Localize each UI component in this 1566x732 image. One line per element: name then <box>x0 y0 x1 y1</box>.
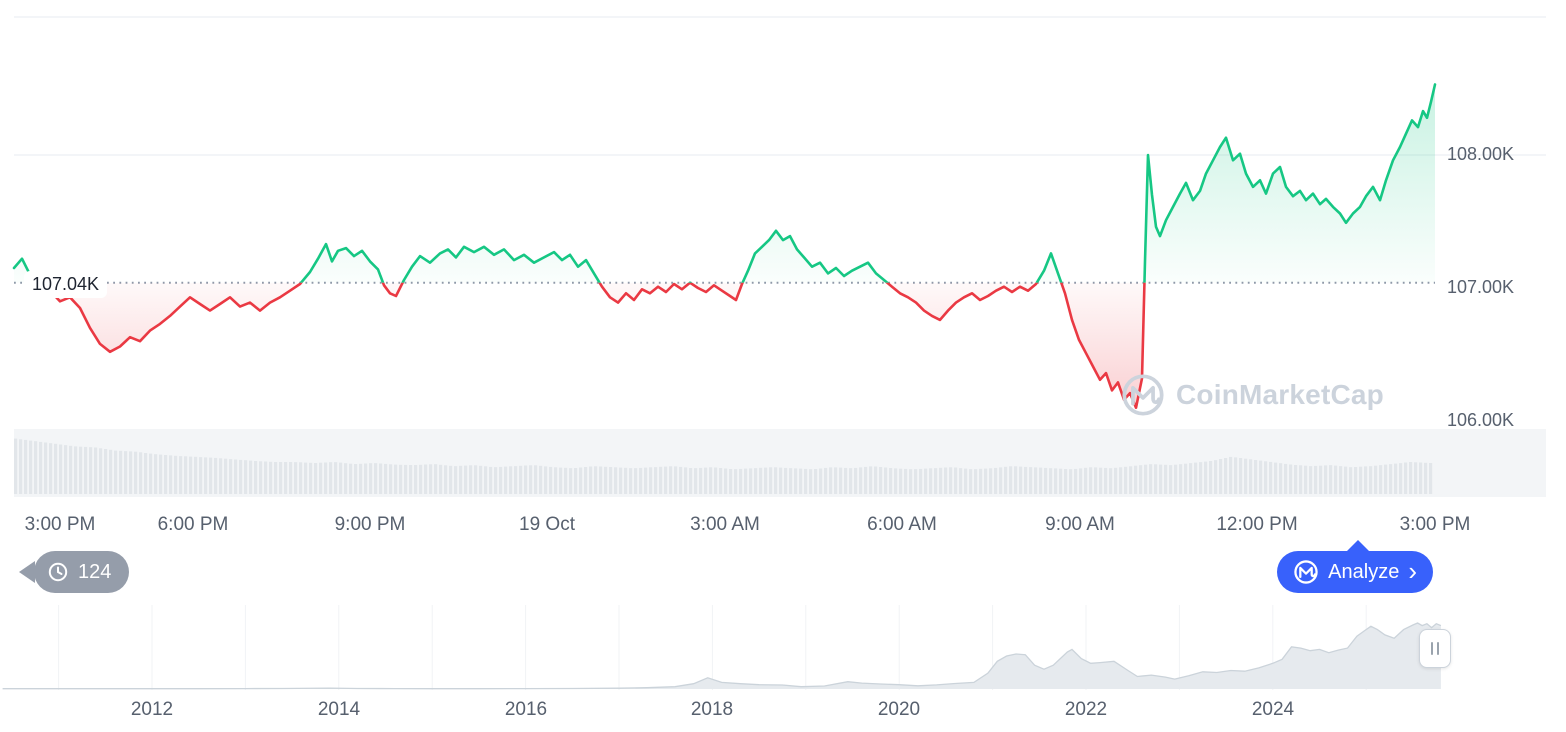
x-axis-label: 6:00 AM <box>867 514 937 535</box>
x-axis-label: 9:00 PM <box>334 514 406 535</box>
history-clock-icon <box>48 562 68 582</box>
x-axis-label: 19 Oct <box>519 514 575 535</box>
x-axis-label: 3:00 PM <box>1399 514 1471 535</box>
analyze-button[interactable]: Analyze › <box>1277 551 1433 593</box>
analyze-label: Analyze <box>1328 560 1400 583</box>
coinmarketcap-logo-icon <box>1122 374 1164 416</box>
range-scrubber-handle[interactable] <box>1419 629 1451 668</box>
y-axis-label: 106.00K <box>1447 410 1515 430</box>
history-count-label: 124 <box>78 560 112 583</box>
x-axis-label: 12:00 PM <box>1216 514 1298 535</box>
x-axis-label: 3:00 AM <box>690 514 760 535</box>
grip-bar <box>1431 642 1433 655</box>
overview-year-label: 2020 <box>877 699 921 720</box>
baseline-price-label: 107.04K <box>24 271 108 298</box>
overview-year-label: 2016 <box>504 699 548 720</box>
analyze-tooltip-arrow <box>1346 540 1370 552</box>
price-chart-canvas[interactable] <box>0 0 1566 497</box>
overview-chart-canvas[interactable] <box>0 605 1566 690</box>
watermark-text: CoinMarketCap <box>1176 379 1384 410</box>
x-axis-label: 9:00 AM <box>1045 514 1115 535</box>
overview-year-label: 2014 <box>317 699 361 720</box>
y-axis-label: 108.00K <box>1447 144 1515 164</box>
overview-year-label: 2024 <box>1251 699 1295 720</box>
overview-year-label: 2018 <box>690 699 734 720</box>
x-axis-label: 6:00 PM <box>157 514 229 535</box>
chevron-right-icon: › <box>1408 555 1417 586</box>
overview-year-label: 2022 <box>1064 699 1108 720</box>
history-count-badge[interactable]: 124 <box>34 551 130 593</box>
overview-year-label: 2012 <box>130 699 174 720</box>
current-price-badge: 108.53K <box>1450 71 1522 92</box>
grip-bar <box>1437 642 1439 655</box>
analyze-logo-icon <box>1294 560 1318 584</box>
y-axis-label: 107.00K <box>1447 277 1515 297</box>
x-axis-label: 3:00 PM <box>24 514 96 535</box>
coinmarketcap-watermark: CoinMarketCap <box>1120 372 1384 418</box>
